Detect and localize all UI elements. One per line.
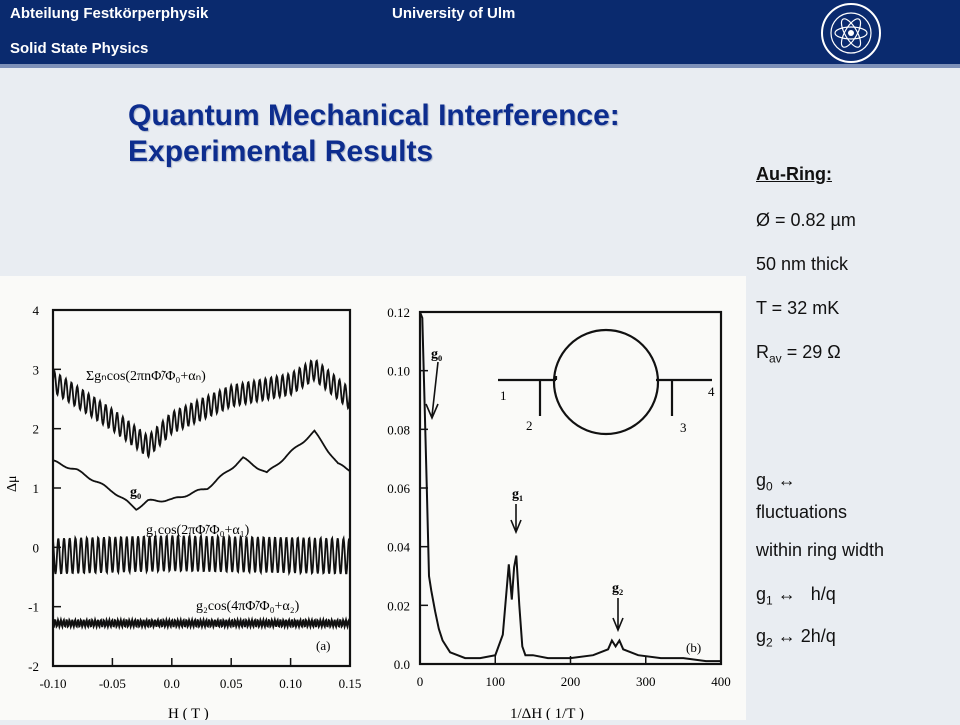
panel-a-x-ticks: -0.10 -0.05 0.0 0.05 0.10 0.15: [39, 658, 361, 691]
university-seal-icon: [821, 3, 881, 63]
panel-a-annotation-sum: Σgₙcos(2πnΦ̃/Φ₀+αₙ): [86, 369, 206, 384]
g1-sub: 1: [766, 593, 773, 608]
header-edge: [0, 64, 960, 68]
g2-arrow-icon: [612, 598, 624, 633]
panel-a: 4 3 2 1 0 -1 -2 -0.10 -0.05 0.0 0.05 0.10 0.15 Δμ H…: [5, 303, 361, 722]
ring-inset-diagram: 1 2 3 4: [498, 328, 715, 436]
panel-a-ytick-label: 0: [33, 540, 40, 555]
panel-b-annotation-g2: g₂: [612, 581, 623, 596]
panel-b-annotation-g1: g₁: [512, 487, 523, 502]
header-university: University of Ulm: [392, 5, 516, 22]
panel-b-spectrum-line: [419, 311, 721, 663]
inset-label-1: 1: [500, 388, 507, 403]
panel-a-series-line: [52, 429, 351, 511]
panel-a-annotation-g1: g₁cos(2πΦ̃/Φ₀+α₁): [146, 523, 250, 538]
g1-symbol: g: [756, 584, 767, 604]
panel-a-xtick-label: 0.15: [339, 676, 362, 691]
panel-b-xtick-label: 200: [561, 674, 581, 689]
title-line-1: Quantum Mechanical Interference:: [128, 99, 620, 132]
g2-sub: 2: [766, 635, 773, 650]
panel-a-series-line: [52, 616, 351, 631]
title-line-2: Experimental Results: [128, 135, 434, 168]
panel-b-annotation-g0: g₀: [431, 347, 442, 362]
panel-a-ytick-label: 1: [33, 481, 40, 496]
inset-label-3: 3: [680, 420, 687, 435]
resistance-symbol: R: [756, 342, 769, 362]
panel-b-x-ticks: 0 100 200 300 400: [417, 656, 731, 689]
panel-b-xlabel: 1/ΔH ( 1/T ): [510, 706, 584, 720]
info-g1: g1 ↔ h/q: [756, 584, 836, 608]
g0-text: ↔: [777, 470, 796, 490]
panel-b-xtick-label: 400: [711, 674, 731, 689]
panel-b-xtick-label: 300: [636, 674, 656, 689]
g0-symbol: g: [756, 470, 767, 490]
panel-a-ytick-label: -1: [28, 600, 39, 615]
page-title: Quantum Mechanical Interference: Experim…: [128, 98, 768, 170]
g1-text: ↔ h/q: [777, 584, 836, 604]
panel-a-ylabel: Δμ: [5, 475, 20, 492]
panel-b-ytick-label: 0.10: [387, 364, 410, 379]
g0-sub: 0: [766, 479, 773, 494]
panel-b-xtick-label: 0: [417, 674, 424, 689]
resistance-sub: av: [769, 351, 782, 366]
panel-b-frame: [418, 310, 723, 666]
panel-a-label: (a): [316, 638, 330, 653]
panel-a-annotation-g0: g₀: [130, 485, 141, 500]
ring-left-leads: [498, 376, 558, 416]
info-resistance: Rav = 29 Ω: [756, 342, 841, 366]
panel-b-ytick-label: 0.0: [394, 657, 410, 672]
panel-a-xtick-label: -0.05: [99, 676, 126, 691]
ring-icon: [552, 328, 660, 436]
panel-b-ytick-label: 0.04: [387, 540, 410, 555]
panel-a-ytick-label: -2: [28, 659, 39, 674]
panel-a-series-line: [52, 358, 351, 460]
g0-arrow-icon: [425, 361, 439, 421]
resistance-value: = 29 Ω: [786, 342, 841, 362]
panel-b-ytick-label: 0.06: [387, 481, 410, 496]
panel-b-ytick-label: 0.08: [387, 422, 410, 437]
inset-label-4: 4: [708, 384, 715, 399]
info-g0-line2: fluctuations: [756, 502, 848, 522]
header-dept: Abteilung Festkörperphysik: [10, 5, 209, 22]
info-diameter: Ø = 0.82 µm: [756, 210, 856, 230]
figure-svg: 4 3 2 1 0 -1 -2 -0.10 -0.05 0.0 0.05 0.10 0.15 Δμ H…: [5, 303, 731, 722]
info-heading: Au-Ring:: [756, 164, 832, 184]
g2-text: ↔ 2h/q: [777, 626, 836, 646]
panel-b-ytick-label: 0.12: [387, 305, 410, 320]
info-g2: g2 ↔ 2h/q: [756, 626, 836, 650]
panel-a-ytick-label: 4: [33, 303, 40, 318]
panel-a-y-ticks: 4 3 2 1 0 -1 -2: [28, 303, 61, 674]
g1-arrow-icon: [510, 504, 522, 535]
panel-a-annotation-g2: g₂cos(4πΦ̃/Φ₀+α₂): [196, 599, 300, 614]
panel-a-xtick-label: 0.10: [279, 676, 302, 691]
panel-a-xtick-label: -0.10: [39, 676, 66, 691]
panel-a-series-line: [52, 532, 351, 577]
info-thickness: 50 nm thick: [756, 254, 849, 274]
header-bar: Abteilung Festkörperphysik Solid State P…: [0, 0, 960, 68]
info-g0: g0 ↔: [756, 470, 796, 494]
header-dept-en: Solid State Physics: [10, 40, 149, 57]
panel-b-ytick-label: 0.02: [387, 598, 410, 613]
g2-symbol: g: [756, 626, 767, 646]
panel-a-xlabel: H ( T ): [168, 706, 209, 720]
info-temperature: T = 32 mK: [756, 298, 840, 318]
panel-b: 0.120.100.080.060.040.020.0 0 100 200 300 40…: [387, 305, 731, 722]
info-g0-line3: within ring width: [756, 540, 885, 560]
inset-label-2: 2: [526, 418, 533, 433]
panel-b-label: (b): [686, 640, 701, 655]
panel-a-xtick-label: 0.0: [164, 676, 180, 691]
ring-right-leads: [656, 378, 712, 416]
panel-b-xtick-label: 100: [486, 674, 506, 689]
panel-b-y-ticks: 0.12 0.10 0.08 0.06 0.04 0.02 0.0: [387, 305, 428, 672]
panel-a-ytick-label: 3: [33, 362, 40, 377]
experimental-figure: 4 3 2 1 0 -1 -2 -0.10 -0.05 0.0 0.05 0.10 0.15 Δμ H…: [0, 276, 746, 722]
panel-a-series: [52, 358, 351, 631]
panel-a-ytick-label: 2: [33, 422, 40, 437]
panel-a-xtick-label: 0.05: [220, 676, 243, 691]
